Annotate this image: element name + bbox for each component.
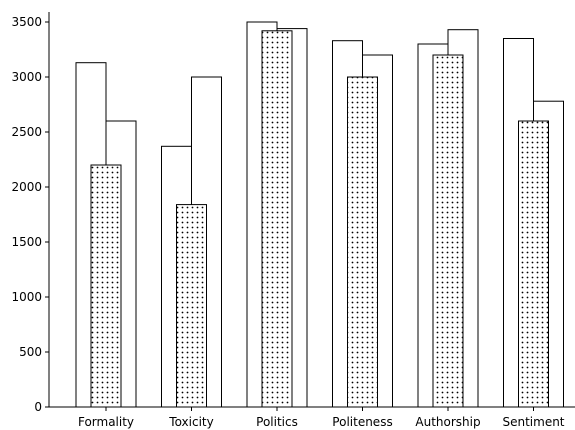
x-tick-label: Toxicity: [168, 415, 213, 429]
y-tick-label: 2000: [11, 180, 42, 194]
bar-series3-toxicity: [176, 204, 207, 408]
bars-layer: [75, 21, 564, 408]
bar-series3-formality: [90, 164, 122, 408]
y-tick-label: 1500: [11, 235, 42, 249]
bar-series3-authorship: [432, 54, 464, 408]
x-tick-label: Politics: [256, 415, 298, 429]
y-tick-label: 2500: [11, 125, 42, 139]
y-tick-label: 0: [34, 400, 42, 414]
bar-series3-politeness: [347, 76, 378, 408]
x-tick-label: Sentiment: [502, 415, 564, 429]
bar-series3-politics: [261, 30, 293, 408]
x-tick-label: Formality: [78, 415, 134, 429]
y-tick-label: 1000: [11, 290, 42, 304]
x-tick-label: Authorship: [415, 415, 480, 429]
axes-layer: Formality Toxicity Politics Politeness Autho…: [11, 12, 575, 429]
bar-series3-sentiment: [518, 120, 549, 408]
x-tick-label: Politeness: [332, 415, 392, 429]
y-tick-label: 3000: [11, 70, 42, 84]
y-tick-label: 500: [19, 345, 42, 359]
y-tick-label: 3500: [11, 15, 42, 29]
